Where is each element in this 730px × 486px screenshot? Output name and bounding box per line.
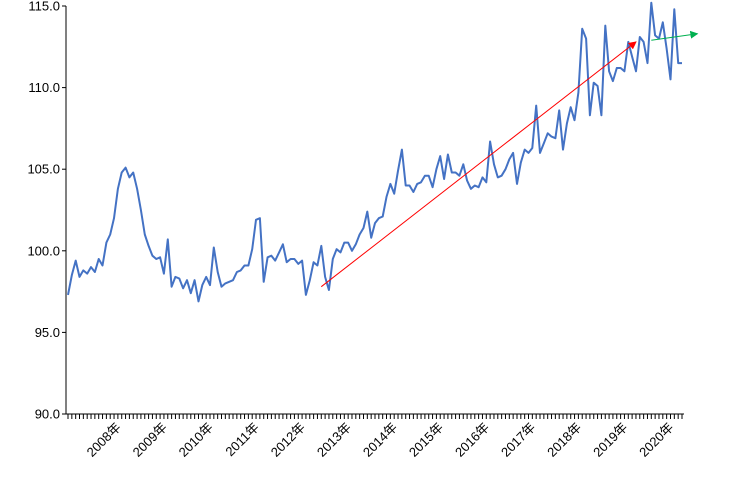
x-tick-label: 2010年 xyxy=(176,420,216,460)
x-tick-label: 2008年 xyxy=(84,420,124,460)
y-tick-label: 90.0 xyxy=(35,407,60,422)
x-tick-label: 2019年 xyxy=(590,420,630,460)
x-tick-label: 2011年 xyxy=(222,420,262,460)
x-tick-label: 2013年 xyxy=(314,420,354,460)
x-tick-label: 2016年 xyxy=(452,420,492,460)
y-tick-label: 110.0 xyxy=(28,80,60,95)
y-tick-label: 115.0 xyxy=(28,0,60,14)
x-tick-label: 2014年 xyxy=(360,420,400,460)
y-tick-label: 100.0 xyxy=(27,243,60,258)
trend-arrow-green xyxy=(651,30,699,41)
y-tick-label: 105.0 xyxy=(27,162,60,177)
x-tick-label: 2020年 xyxy=(636,420,676,460)
x-tick-label: 2015年 xyxy=(406,420,446,460)
x-tick-label: 2012年 xyxy=(268,420,308,460)
trend-arrow-red xyxy=(320,41,637,288)
x-tick-label: 2009年 xyxy=(130,420,170,460)
x-tick-label: 2018年 xyxy=(544,420,584,460)
x-tick-label: 2017年 xyxy=(498,420,538,460)
y-tick-label: 95.0 xyxy=(35,325,60,340)
series-line xyxy=(67,1,682,303)
